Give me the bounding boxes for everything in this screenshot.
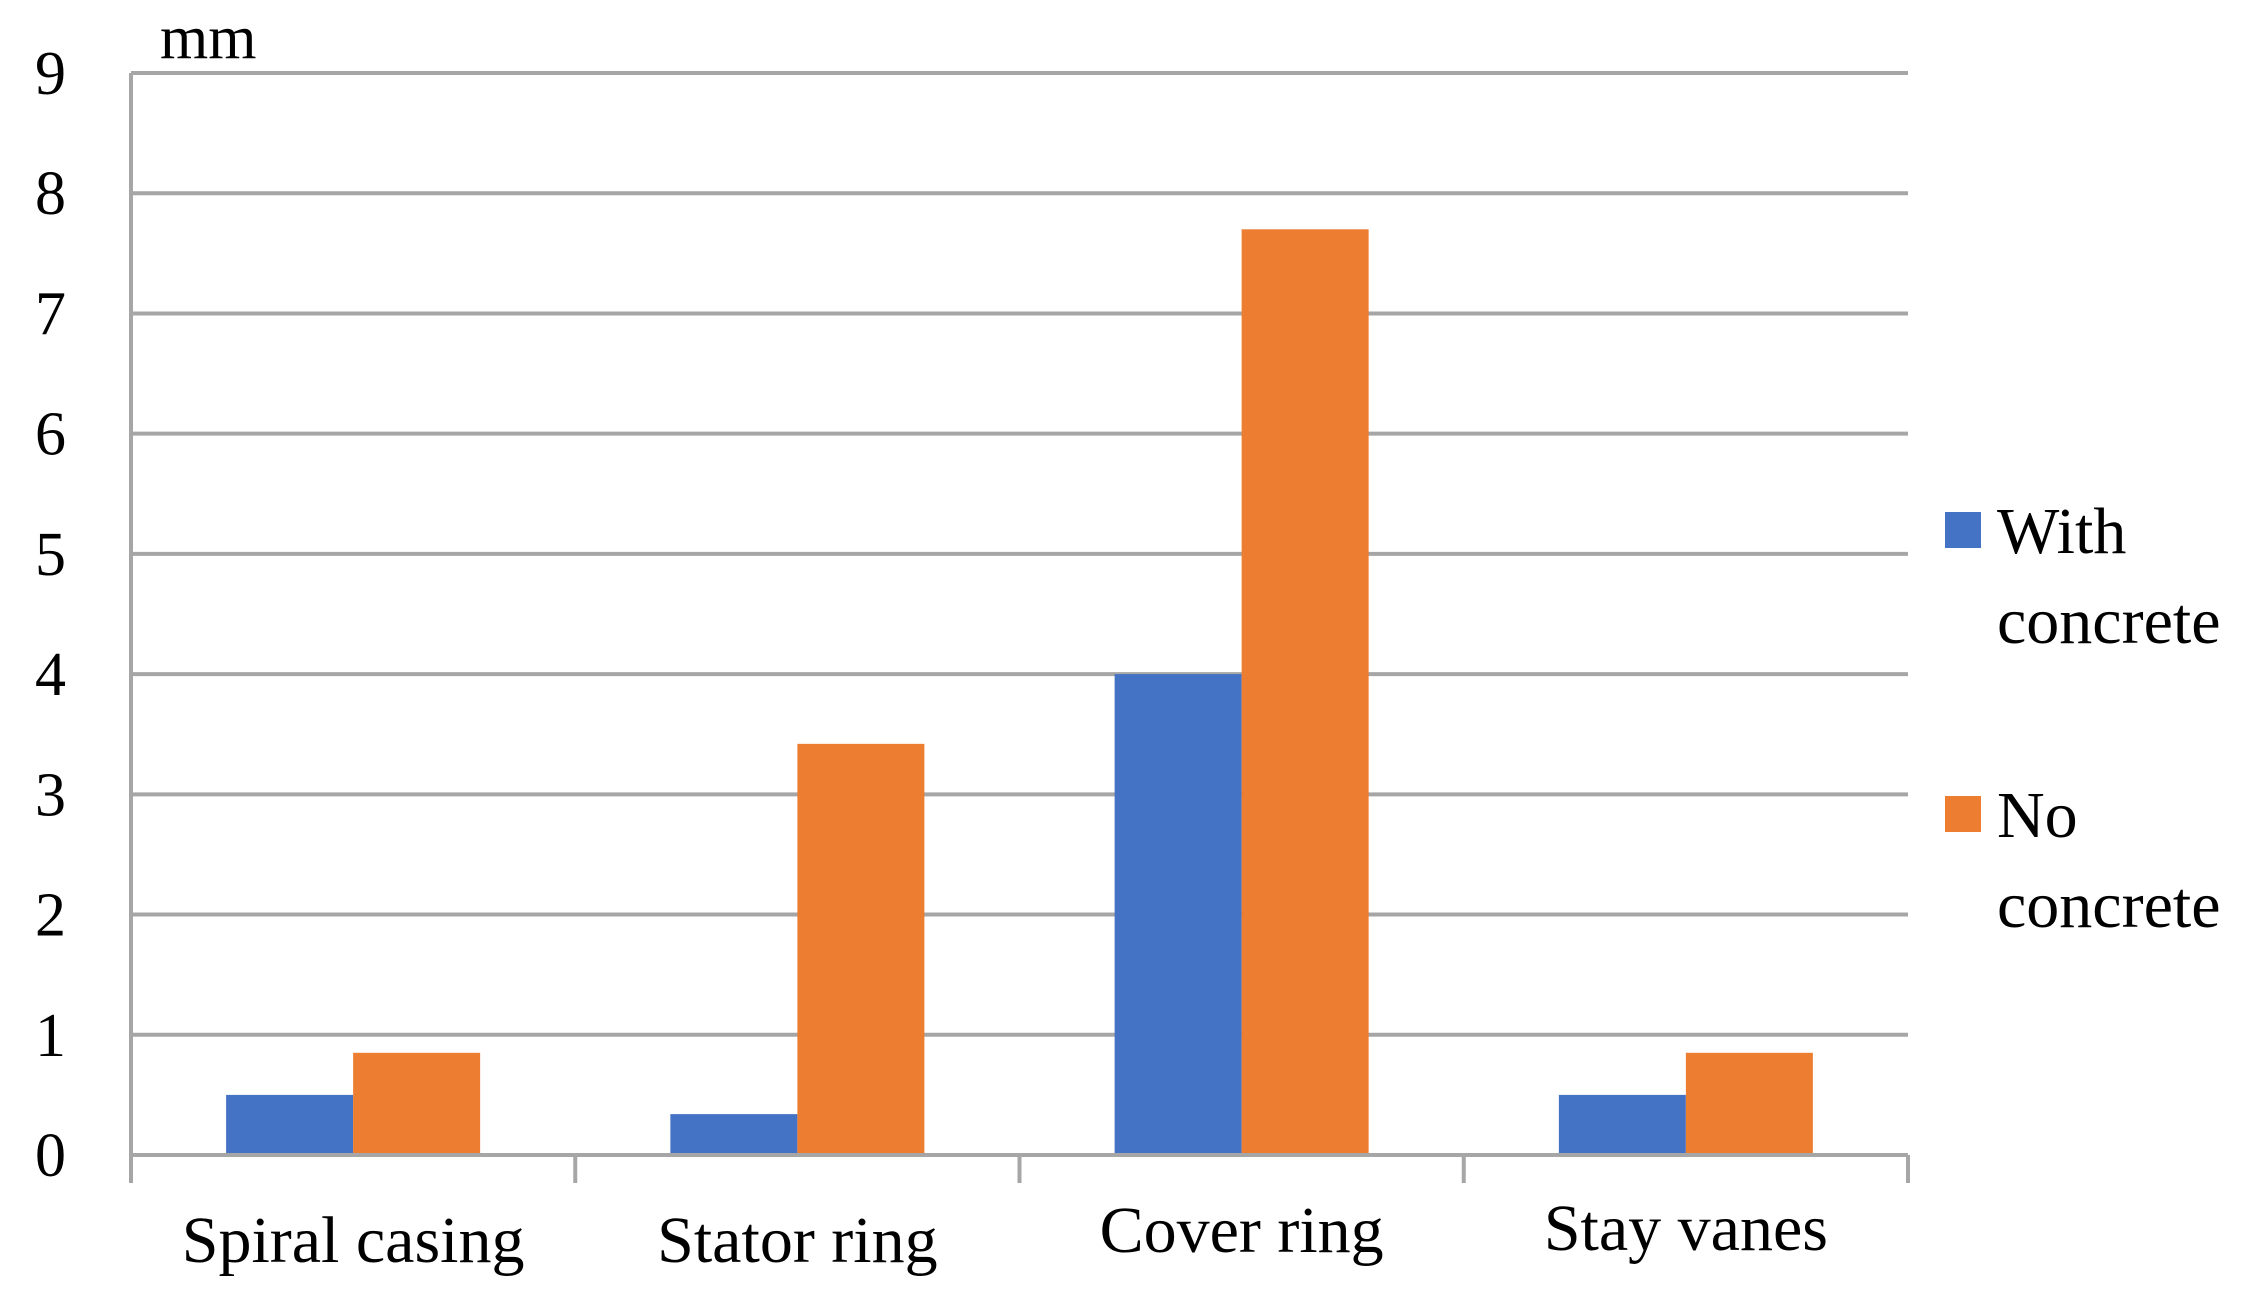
legend-label-no-concrete-line-1: concrete [1997,869,2221,942]
y-tick-label-3: 3 [35,761,66,829]
bar-no-concrete-0 [353,1052,481,1155]
legend-label-no-concrete-line-0: No [1997,779,2078,852]
x-category-label-2: Cover ring [1100,1194,1384,1267]
bar-no-concrete-2 [1241,229,1369,1156]
legend-label-with-concrete-line-0: With [1997,495,2126,568]
bar-with-concrete-3 [1558,1094,1686,1155]
bar-with-concrete-2 [1114,674,1242,1155]
axes [129,73,1910,1183]
legend: With concrete No concrete [1945,495,2221,942]
x-category-label-1: Stator ring [657,1204,937,1277]
y-tick-label-9: 9 [35,40,66,108]
y-tick-label-1: 1 [35,1002,66,1070]
labels: 0 1 2 3 4 5 6 7 8 9 Spiral casing Stator ring Cover … [35,4,1828,1277]
x-category-label-0: Spiral casing [182,1204,525,1277]
y-tick-label-7: 7 [35,280,66,348]
bars [226,229,1813,1156]
bar-no-concrete-1 [797,743,925,1155]
legend-swatch-no-concrete [1945,796,1981,832]
y-tick-label-6: 6 [35,401,66,469]
legend-swatch-with-concrete [1945,512,1981,548]
bar-with-concrete-1 [670,1114,798,1155]
y-tick-label-2: 2 [35,882,66,950]
y-tick-label-8: 8 [35,160,66,228]
unit-label: mm [160,4,256,72]
legend-label-with-concrete-line-1: concrete [1997,585,2221,658]
bar-no-concrete-3 [1685,1052,1813,1155]
y-tick-label-5: 5 [35,521,66,589]
bar-with-concrete-0 [226,1094,354,1155]
y-tick-label-0: 0 [35,1122,66,1190]
x-category-label-3: Stay vanes [1544,1192,1828,1265]
gridlines [131,71,1908,1037]
y-tick-label-4: 4 [35,641,66,709]
